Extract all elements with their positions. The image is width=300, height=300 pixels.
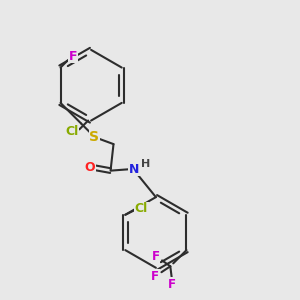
Text: S: S <box>89 130 99 144</box>
Text: Cl: Cl <box>65 125 79 138</box>
Text: Cl: Cl <box>135 202 148 215</box>
Text: F: F <box>69 50 77 63</box>
Text: F: F <box>168 278 176 291</box>
Text: O: O <box>85 161 95 174</box>
Text: N: N <box>129 163 139 176</box>
Text: F: F <box>151 269 159 283</box>
Text: H: H <box>141 159 151 169</box>
Text: F: F <box>152 250 160 263</box>
